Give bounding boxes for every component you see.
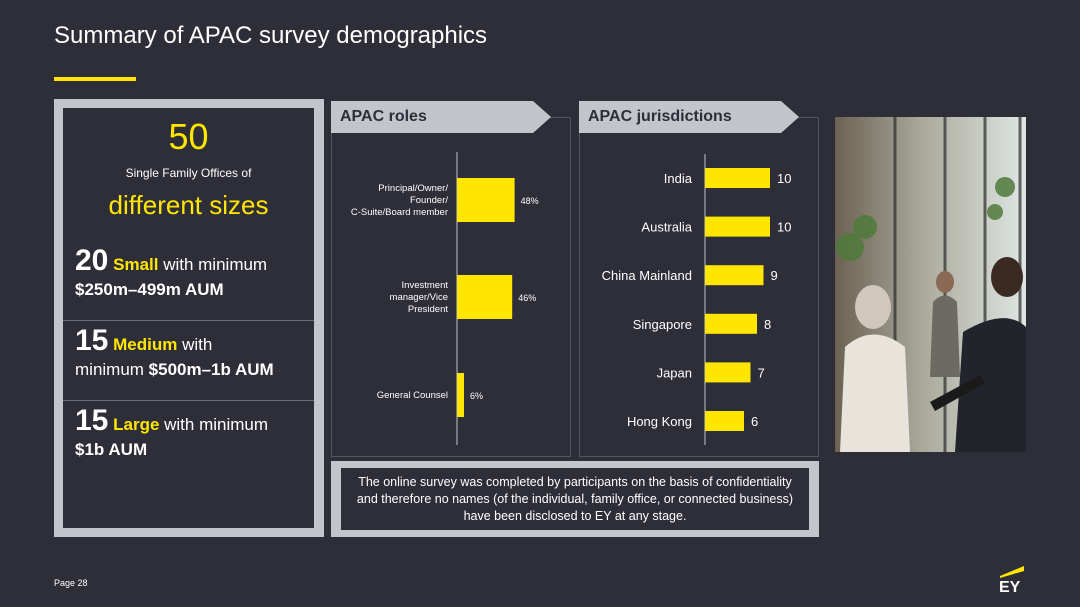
roles-category-label: President [408,304,448,315]
total-highlight: different sizes [108,190,269,220]
roles-category-label: General Counsel [377,390,448,401]
page-number: Page 28 [54,578,88,588]
segment-divider [63,320,314,321]
segment-prefix: minimum [75,360,149,379]
svg-text:EY: EY [999,579,1021,593]
jurisdictions-value-label: 10 [777,171,791,186]
segment-medium: 15 Medium with minimum $500m–1b AUM [75,326,307,382]
roles-panel [331,117,571,457]
segment-count: 20 [75,244,109,277]
roles-bar [457,275,513,319]
jurisdictions-category-label: Australia [641,220,692,235]
business-meeting-photo [835,117,1026,452]
roles-category-label: C-Suite/Board member [351,207,448,218]
segment-count: 15 [75,324,109,357]
note-box: The online survey was completed by parti… [341,468,809,530]
jurisdictions-category-label: Hong Kong [627,414,692,429]
jurisdictions-bar [705,216,770,237]
roles-category-label: Founder/ [410,195,448,206]
jurisdictions-panel [579,117,819,457]
roles-bar [457,178,515,222]
jurisdictions-value-label: 7 [758,365,765,380]
total-count: 50 [168,116,209,157]
jurisdictions-category-label: India [664,171,693,186]
ey-logo: EY [999,566,1024,593]
jurisdictions-bar [705,168,770,188]
roles-value-label: 6% [470,391,483,401]
segment-large: 15 Large with minimum $1b AUM [75,406,307,462]
segment-aum: $500m–1b AUM [148,360,274,379]
jurisdictions-category-label: China Mainland [602,268,692,283]
segment-size: Small [113,255,159,274]
segment-aum: $250m–499m AUM [75,280,224,299]
title-underline [54,77,136,81]
segment-text: with minimum [159,415,269,434]
jurisdictions-category-label: Singapore [633,317,692,332]
jurisdictions-value-label: 9 [771,268,778,283]
jurisdictions-bar [705,362,751,383]
segment-text: with minimum [158,255,268,274]
jurisdictions-value-label: 6 [751,414,758,429]
jurisdictions-bar [705,411,744,431]
jurisdictions-category-label: Japan [657,365,692,380]
page-title: Summary of APAC survey demographics [54,22,488,49]
jurisdictions-bar-chart: 10 India 10 Australia 9 China Mainland 8 Singap… [602,154,791,445]
summary-card: 50 Single Family Offices of different si… [63,108,314,528]
jurisdictions-value-label: 10 [777,220,791,235]
roles-category-label: Investment [402,280,449,291]
total-label: Single Family Offices of [125,166,252,180]
roles-bar [457,373,464,417]
confidentiality-note: The online survey was completed by parti… [356,475,794,523]
segment-small: 20 Small with minimum $250m–499m AUM [75,246,307,302]
segment-count: 15 [75,404,109,437]
segment-text: with [177,335,213,354]
roles-bar-chart: 48% Principal/Owner/Founder/C-Suite/Board… [351,152,539,445]
segment-aum: $1b AUM [75,440,148,459]
segment-size: Large [113,415,160,434]
segment-divider [63,400,314,401]
roles-category-label: Principal/Owner/ [378,183,448,194]
jurisdictions-value-label: 8 [764,317,771,332]
roles-value-label: 46% [518,293,536,303]
segment-size: Medium [113,335,178,354]
jurisdictions-bar [705,313,757,334]
jurisdictions-bar [705,265,764,286]
jurisdictions-panel-header: APAC jurisdictions [579,101,799,133]
roles-value-label: 48% [521,196,539,206]
roles-category-label: manager/Vice [390,292,448,303]
roles-panel-header: APAC roles [331,101,551,133]
